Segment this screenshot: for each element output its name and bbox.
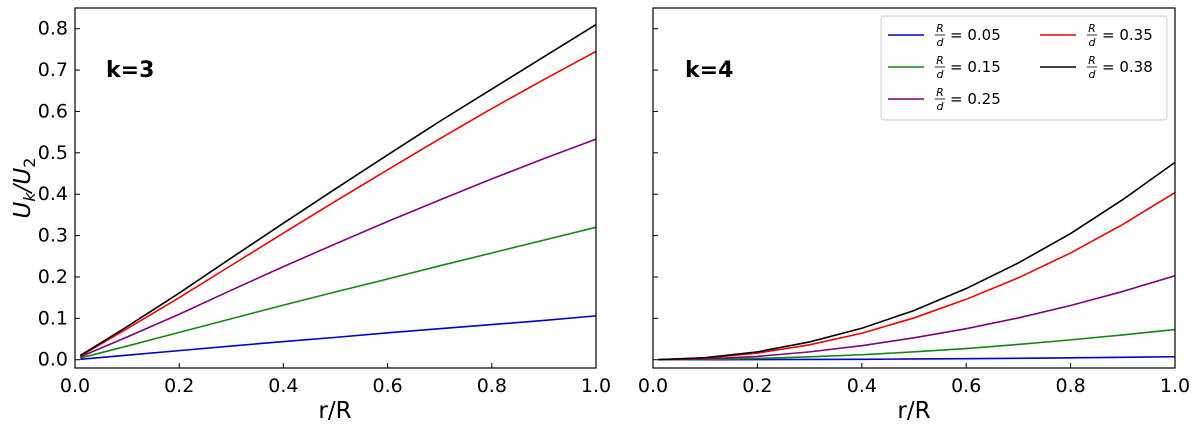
y-tick-label: 0.5 bbox=[38, 142, 68, 164]
legend-label: = 0.38 bbox=[1102, 58, 1153, 76]
legend-frac-den: d bbox=[1089, 36, 1097, 49]
x-tick-label-k4: 1.0 bbox=[1160, 375, 1190, 397]
series-line-k4-0.38 bbox=[658, 161, 1176, 361]
y-tick-label: 0.7 bbox=[38, 59, 68, 81]
series-line-k3-0.05 bbox=[80, 315, 597, 361]
x-ticks-k4: 0.0 0.2 0.4 0.6 0.8 1.0 bbox=[638, 363, 1190, 397]
series-line-k3-0.35 bbox=[79, 50, 597, 357]
panel-k4: 0.0 0.2 0.4 0.6 0.8 1.0 k=4 r/R bbox=[638, 7, 1190, 424]
series-line-k4-0.25 bbox=[658, 274, 1176, 361]
series-line-k4-0.15 bbox=[658, 328, 1176, 361]
legend-frac-num: R bbox=[936, 22, 944, 35]
y-tick-label: 0.1 bbox=[38, 307, 68, 329]
x-axis-title-k3: r/R bbox=[318, 398, 351, 424]
legend-label: = 0.15 bbox=[950, 58, 1001, 76]
y-ticks-k3: 0.0 0.1 0.2 0.3 0.4 0.5 0.6 0.7 0.8 bbox=[38, 18, 80, 371]
x-tick-label-k3: 0.8 bbox=[477, 375, 507, 397]
series-lines-k3 bbox=[79, 23, 597, 361]
x-tick-label-k4: 0.0 bbox=[638, 375, 668, 397]
legend-label: = 0.35 bbox=[1102, 26, 1153, 44]
y-axis-title: Uk/U2 bbox=[10, 158, 39, 219]
x-axis-title-k4: r/R bbox=[897, 398, 930, 424]
y-tick-label: 0.8 bbox=[38, 18, 68, 40]
y-ticks-k4 bbox=[653, 28, 658, 361]
series-lines-k4 bbox=[658, 161, 1176, 361]
y-tick-label: 0.0 bbox=[38, 349, 68, 371]
panel-k3: 0.0 0.1 0.2 0.3 0.4 0.5 0.6 0.7 0.8 0.0 0.2 0.4 0.6… bbox=[10, 7, 611, 424]
series-line-k3-0.15 bbox=[80, 226, 597, 359]
series-line-k3-0.38 bbox=[79, 23, 597, 357]
legend-entry-0.25: Rd = 0.25 bbox=[888, 86, 1001, 113]
legend-frac-num: R bbox=[936, 54, 944, 67]
legend-frac-num: R bbox=[1088, 54, 1096, 67]
legend-entry-0.38: Rd = 0.38 bbox=[1040, 54, 1153, 81]
x-tick-label-k3: 0.6 bbox=[372, 375, 402, 397]
x-tick-label-k3: 0.0 bbox=[60, 375, 90, 397]
legend-frac-den: d bbox=[937, 68, 945, 81]
y-tick-label: 0.3 bbox=[38, 225, 68, 247]
x-tick-label-k4: 0.4 bbox=[847, 375, 877, 397]
x-tick-label-k3: 0.4 bbox=[268, 375, 298, 397]
y-tick-label: 0.2 bbox=[38, 266, 68, 288]
panel-label-k4: k=4 bbox=[685, 58, 733, 83]
legend-label: = 0.25 bbox=[950, 90, 1001, 108]
x-tick-label-k4: 0.8 bbox=[1055, 375, 1085, 397]
legend-frac-den: d bbox=[937, 100, 945, 113]
legend: Rd = 0.05 Rd = 0.15 Rd = 0.25 Rd = 0.35 Rd = 0.38 bbox=[880, 15, 1168, 121]
legend-entry-0.35: Rd = 0.35 bbox=[1040, 22, 1153, 49]
y-tick-label: 0.4 bbox=[38, 183, 68, 205]
legend-frac-num: R bbox=[936, 86, 944, 99]
x-tick-label-k4: 0.6 bbox=[951, 375, 981, 397]
series-line-k4-0.05 bbox=[658, 355, 1176, 361]
series-line-k4-0.35 bbox=[658, 191, 1176, 361]
y-tick-label: 0.6 bbox=[38, 100, 68, 122]
legend-frac-num: R bbox=[1088, 22, 1096, 35]
plot-frame-k4 bbox=[652, 7, 1176, 369]
legend-label: = 0.05 bbox=[950, 26, 1001, 44]
legend-frame bbox=[880, 15, 1168, 121]
x-ticks-k3: 0.0 0.2 0.4 0.6 0.8 1.0 bbox=[60, 363, 611, 397]
legend-entry-0.15: Rd = 0.15 bbox=[888, 54, 1001, 81]
x-tick-label-k4: 0.2 bbox=[742, 375, 772, 397]
series-line-k3-0.25 bbox=[79, 138, 597, 358]
legend-frac-den: d bbox=[1089, 68, 1097, 81]
plot-frame-k3 bbox=[74, 7, 597, 369]
legend-frac-den: d bbox=[937, 36, 945, 49]
x-tick-label-k3: 1.0 bbox=[581, 375, 611, 397]
legend-entry-0.05: Rd = 0.05 bbox=[888, 22, 1001, 49]
x-tick-label-k3: 0.2 bbox=[164, 375, 194, 397]
panel-label-k3: k=3 bbox=[106, 58, 154, 83]
